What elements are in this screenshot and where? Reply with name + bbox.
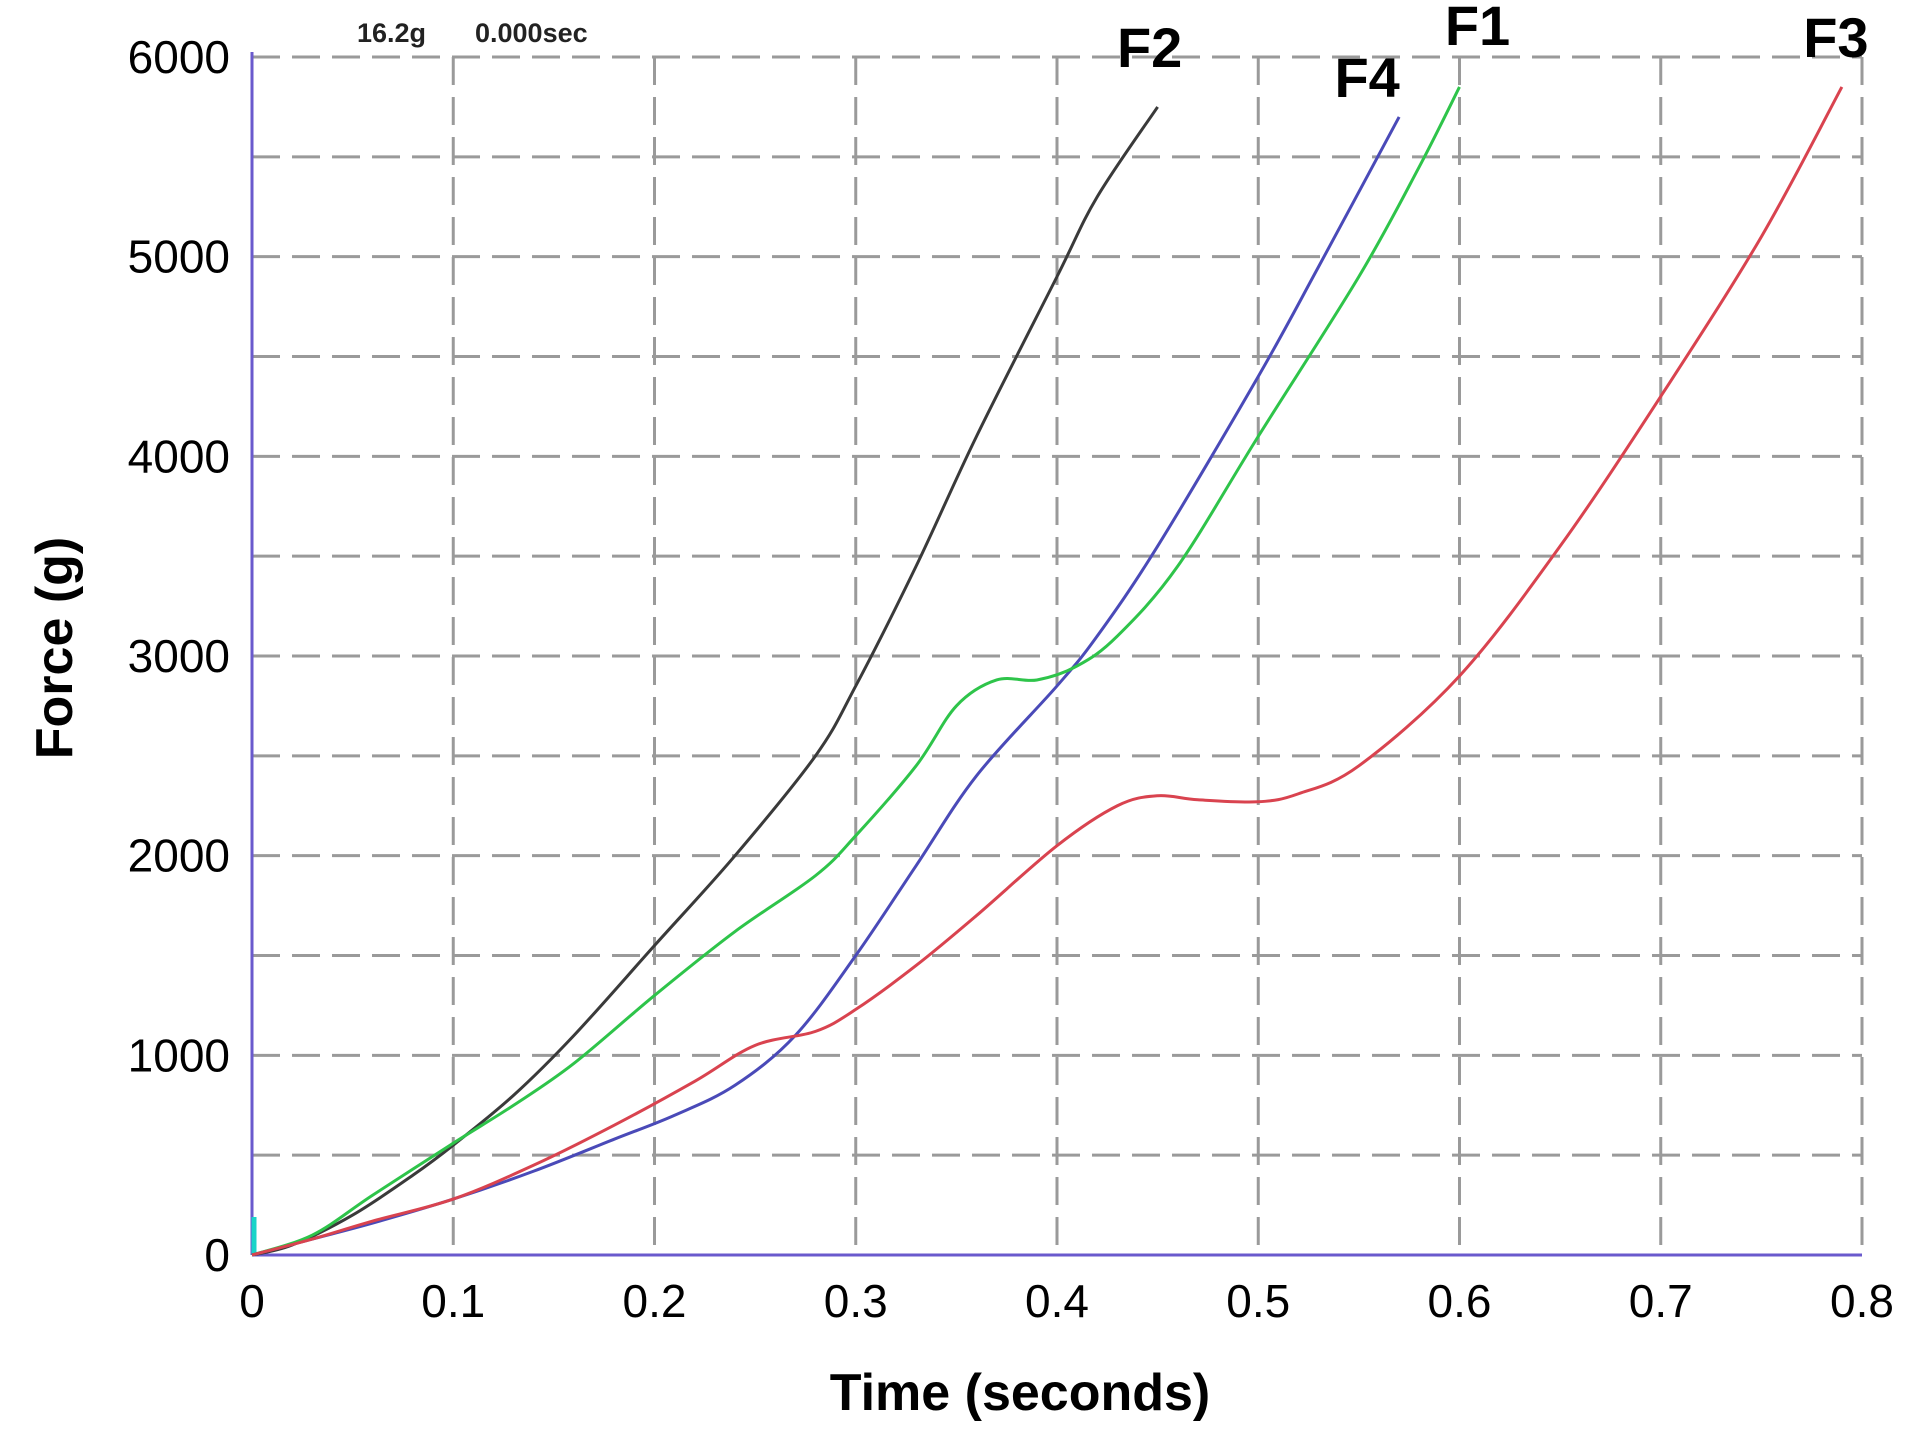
x-tick-label: 0.3 [824, 1275, 888, 1327]
series-label-f3: F3 [1803, 6, 1868, 69]
grid-lines [252, 55, 1864, 1255]
series-line-f4 [251, 116, 1401, 1257]
axes [250, 52, 1862, 1257]
series-label-f2: F2 [1117, 16, 1182, 79]
series-line-f2 [251, 106, 1159, 1257]
tick-labels: 0 0.1 0.2 0.3 0.4 0.5 0.6 0.7 0.8 0 1000 2000 3000 40… [128, 31, 1894, 1327]
x-tick-label: 0.8 [1830, 1275, 1894, 1327]
series-labels: F2 F4 F1 F3 [1117, 0, 1869, 109]
series-line-f1 [251, 86, 1461, 1257]
y-tick-label: 5000 [128, 231, 230, 283]
y-tick-label: 2000 [128, 830, 230, 882]
x-tick-label: 0.5 [1226, 1275, 1290, 1327]
y-tick-label: 3000 [128, 630, 230, 682]
x-tick-label: 0.1 [421, 1275, 485, 1327]
x-tick-label: 0.2 [623, 1275, 687, 1327]
force-readout: 16.2g [357, 18, 426, 48]
y-tick-label: 1000 [128, 1029, 230, 1081]
x-tick-label: 0 [239, 1275, 265, 1327]
y-tick-label: 0 [204, 1229, 230, 1281]
y-tick-label: 4000 [128, 430, 230, 482]
series-line-f3 [251, 86, 1844, 1257]
series-label-f1: F1 [1445, 0, 1510, 57]
y-axis-title: Force (g) [26, 537, 84, 759]
x-tick-label: 0.6 [1428, 1275, 1492, 1327]
x-tick-label: 0.4 [1025, 1275, 1089, 1327]
x-axis-title: Time (seconds) [830, 1364, 1210, 1422]
series-label-f4: F4 [1334, 46, 1399, 109]
y-tick-label: 6000 [128, 31, 230, 83]
time-readout: 0.000sec [475, 18, 588, 48]
x-tick-label: 0.7 [1629, 1275, 1693, 1327]
series-lines [251, 86, 1844, 1257]
